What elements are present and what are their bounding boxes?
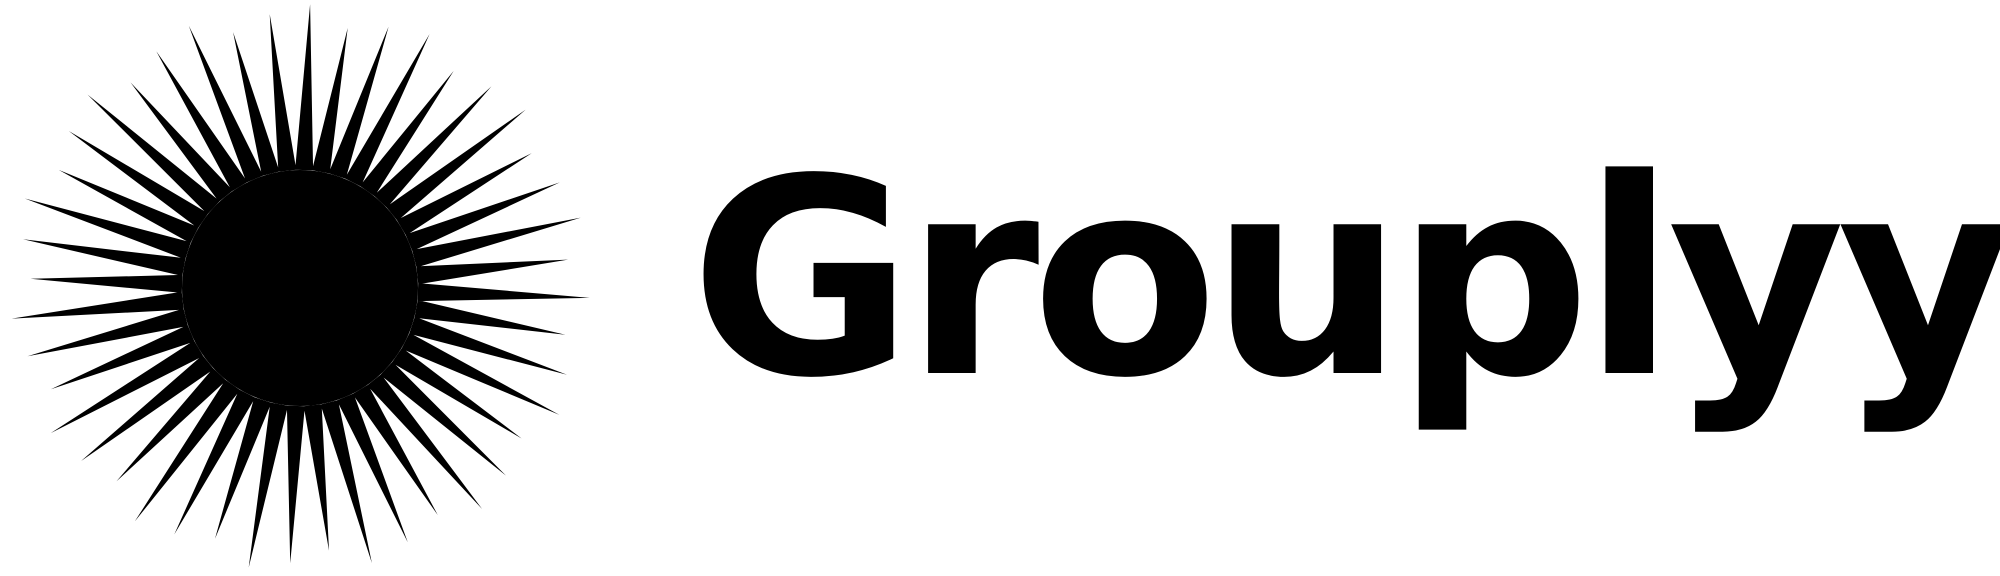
starburst-rays [11, 4, 590, 568]
starburst-icon [11, 4, 590, 568]
brand-wordmark: Grouplyy. [690, 122, 2000, 438]
